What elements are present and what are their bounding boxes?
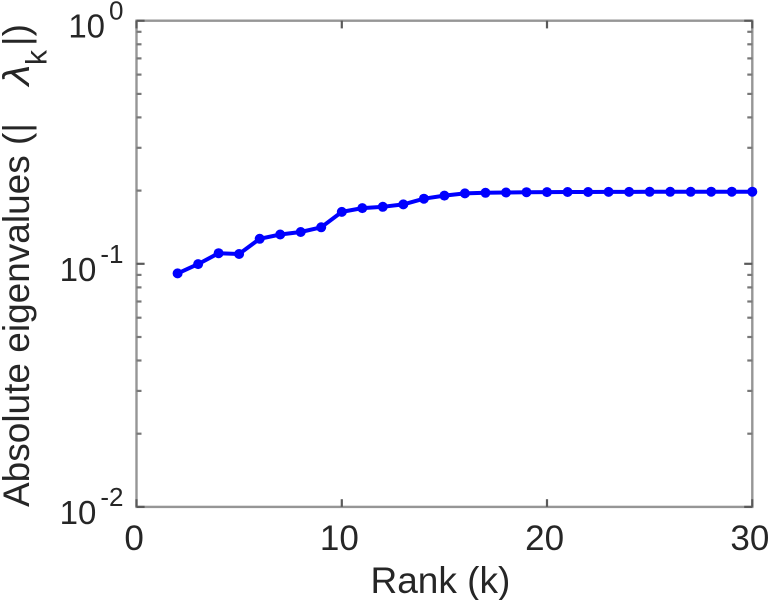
svg-text:10: 10: [320, 519, 359, 558]
svg-text:100: 10 0: [68, 0, 123, 45]
svg-text:20: 20: [525, 519, 564, 558]
svg-text:|): |): [0, 24, 37, 46]
svg-text:Absolute eigenvalues (|: Absolute eigenvalues (|: [0, 123, 37, 507]
svg-text:k: k: [21, 49, 54, 65]
svg-text:Rank (k): Rank (k): [370, 560, 510, 600]
svg-text:0: 0: [124, 519, 143, 558]
svg-text:λ: λ: [0, 65, 37, 88]
svg-text:30: 30: [730, 519, 769, 558]
